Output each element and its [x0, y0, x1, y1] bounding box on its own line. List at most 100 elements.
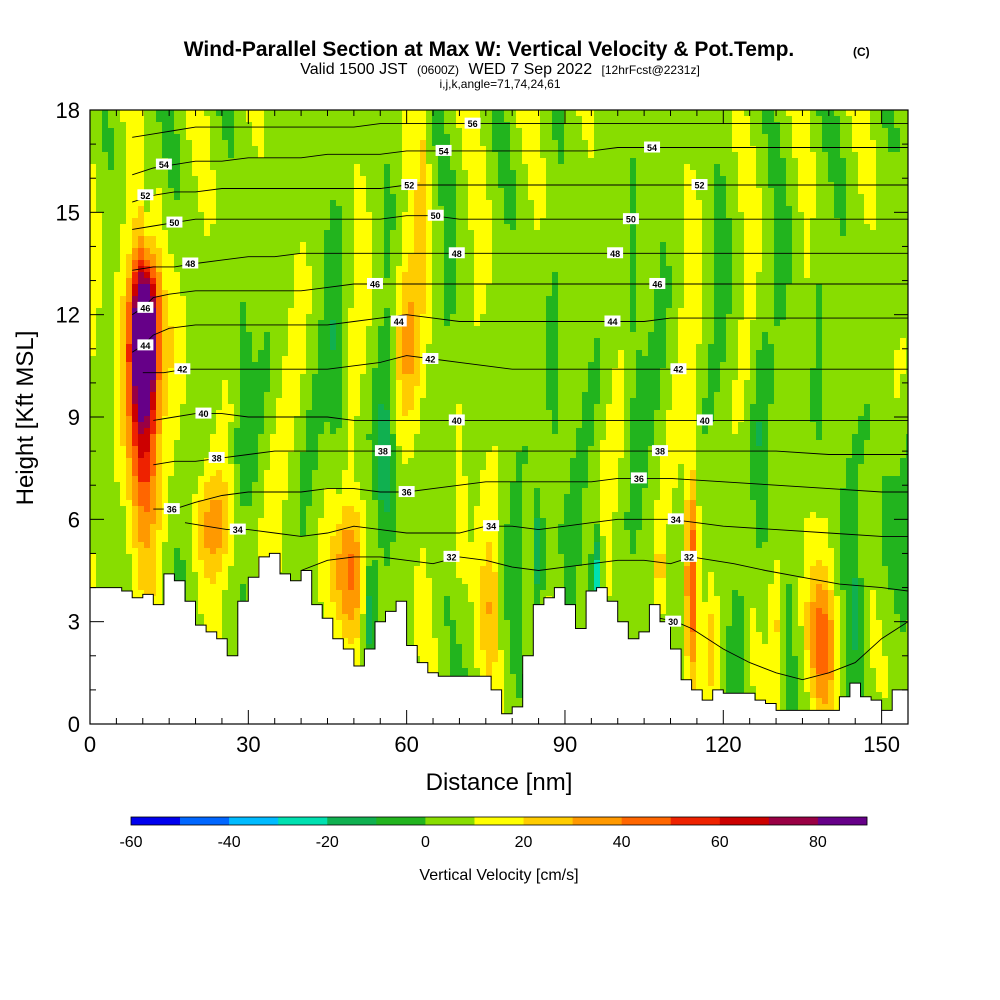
field-cell — [246, 368, 252, 374]
field-cell — [150, 560, 156, 566]
field-cell — [768, 626, 774, 632]
field-cell — [162, 146, 168, 152]
field-cell — [804, 254, 810, 260]
field-cell — [810, 188, 816, 194]
field-cell — [888, 128, 894, 134]
field-cell — [708, 350, 714, 356]
field-cell — [384, 416, 390, 422]
field-cell — [108, 164, 114, 170]
field-cell — [330, 278, 336, 284]
field-cell — [804, 224, 810, 230]
field-cell — [216, 548, 222, 554]
field-cell — [312, 440, 318, 446]
field-cell — [402, 164, 408, 170]
field-cell — [750, 620, 756, 626]
field-cell — [726, 284, 732, 290]
field-cell — [612, 446, 618, 452]
field-cell — [246, 356, 252, 362]
field-cell — [348, 386, 354, 392]
field-cell — [738, 338, 744, 344]
field-cell — [480, 632, 486, 638]
field-cell — [384, 338, 390, 344]
field-cell — [714, 260, 720, 266]
field-cell — [138, 458, 144, 464]
field-cell — [90, 200, 96, 206]
field-cell — [900, 602, 906, 608]
field-cell — [606, 524, 612, 530]
field-cell — [840, 530, 846, 536]
field-cell — [684, 446, 690, 452]
field-cell — [642, 380, 648, 386]
field-cell — [852, 542, 858, 548]
field-cell — [708, 344, 714, 350]
field-cell — [894, 512, 900, 518]
field-cell — [162, 362, 168, 368]
field-cell — [894, 596, 900, 602]
field-cell — [594, 536, 600, 542]
field-cell — [150, 464, 156, 470]
field-cell — [390, 536, 396, 542]
field-cell — [684, 614, 690, 620]
field-cell — [576, 536, 582, 542]
field-cell — [300, 494, 306, 500]
field-cell — [546, 380, 552, 386]
field-cell — [252, 122, 258, 128]
field-cell — [126, 344, 132, 350]
field-cell — [666, 428, 672, 434]
field-cell — [144, 272, 150, 278]
field-cell — [402, 290, 408, 296]
field-cell — [294, 254, 300, 260]
field-cell — [384, 386, 390, 392]
field-cell — [834, 200, 840, 206]
field-cell — [660, 500, 666, 506]
field-cell — [276, 464, 282, 470]
field-cell — [906, 566, 908, 572]
field-cell — [168, 332, 174, 338]
field-cell — [750, 218, 756, 224]
field-cell — [318, 530, 324, 536]
field-cell — [360, 176, 366, 182]
field-cell — [366, 638, 372, 644]
field-cell — [336, 632, 342, 638]
field-cell — [156, 476, 162, 482]
field-cell — [570, 494, 576, 500]
field-cell — [546, 398, 552, 404]
field-cell — [246, 374, 252, 380]
field-cell — [888, 506, 894, 512]
field-cell — [696, 620, 702, 626]
field-cell — [660, 548, 666, 554]
field-cell — [144, 404, 150, 410]
field-cell — [132, 512, 138, 518]
field-cell — [690, 470, 696, 476]
field-cell — [762, 398, 768, 404]
field-cell — [210, 488, 216, 494]
field-cell — [330, 416, 336, 422]
field-cell — [132, 530, 138, 536]
field-cell — [354, 224, 360, 230]
field-cell — [534, 146, 540, 152]
field-cell — [906, 596, 908, 602]
field-cell — [660, 350, 666, 356]
field-cell — [474, 626, 480, 632]
field-cell — [486, 560, 492, 566]
field-cell — [900, 356, 906, 362]
field-cell — [132, 458, 138, 464]
field-cell — [846, 518, 852, 524]
field-cell — [552, 392, 558, 398]
field-cell — [252, 392, 258, 398]
field-cell — [582, 440, 588, 446]
field-cell — [270, 494, 276, 500]
subtitle-valid: Valid 1500 JST — [300, 61, 408, 78]
field-cell — [198, 524, 204, 530]
indices-line: i,j,k,angle=71,74,24,61 — [439, 77, 560, 91]
field-cell — [684, 470, 690, 476]
field-cell — [786, 632, 792, 638]
field-cell — [756, 494, 762, 500]
field-cell — [696, 506, 702, 512]
field-cell — [630, 308, 636, 314]
field-cell — [540, 560, 546, 566]
field-cell — [156, 320, 162, 326]
field-cell — [534, 590, 540, 596]
field-cell — [144, 494, 150, 500]
field-cell — [684, 386, 690, 392]
